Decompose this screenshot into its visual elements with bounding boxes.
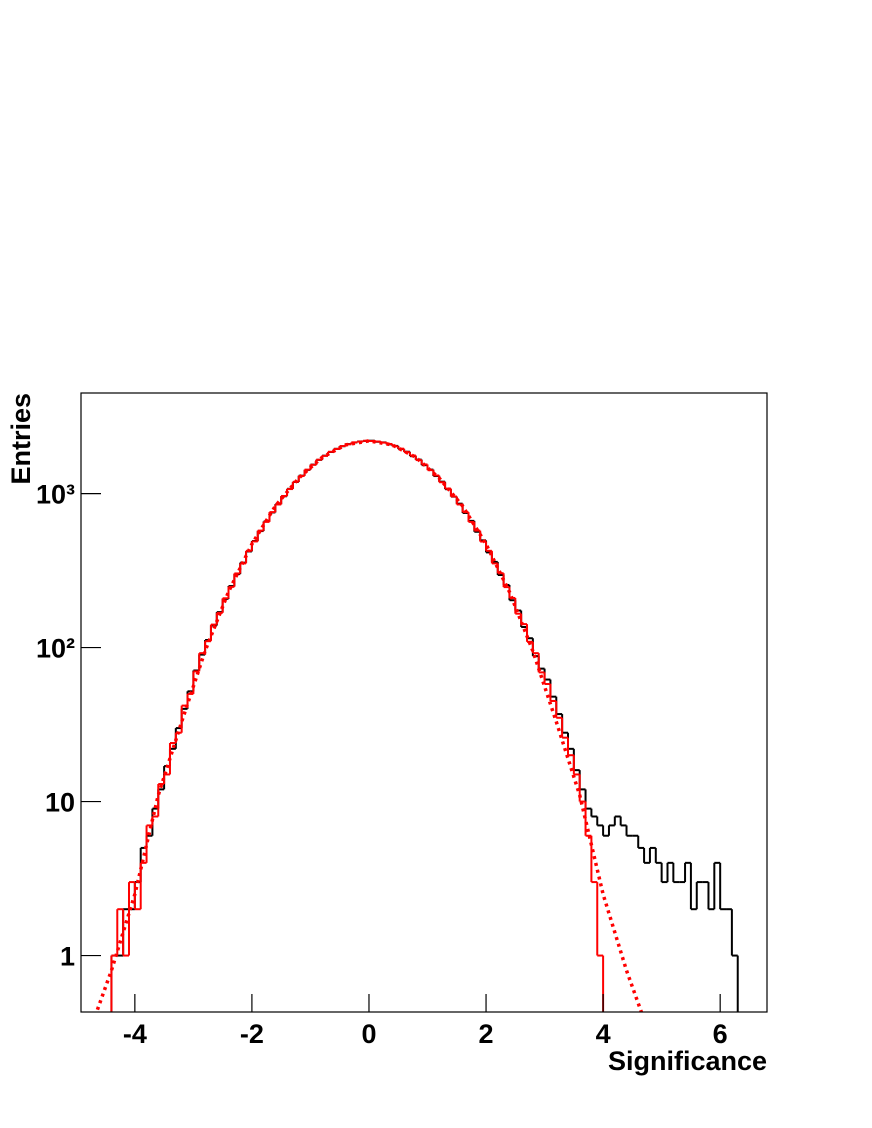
x-tick-label: 0 [361, 1019, 376, 1049]
plot-area [94, 439, 739, 1012]
x-tick-label: 2 [479, 1019, 494, 1049]
x-tick-label: -4 [123, 1019, 147, 1049]
y-tick-label: 10² [36, 634, 75, 664]
frame [80, 392, 768, 1013]
x-tick-label: -2 [240, 1019, 264, 1049]
y-tick-label: 10³ [36, 480, 75, 510]
y-axis-title: Entries [6, 393, 36, 485]
y-tick-label: 1 [60, 942, 75, 972]
x-axis-title: Significance [608, 1046, 767, 1076]
fit-curve [94, 439, 644, 1012]
x-tick-label: 4 [596, 1019, 611, 1049]
y-tick-label: 10 [45, 788, 75, 818]
x-tick-label: 6 [713, 1019, 728, 1049]
